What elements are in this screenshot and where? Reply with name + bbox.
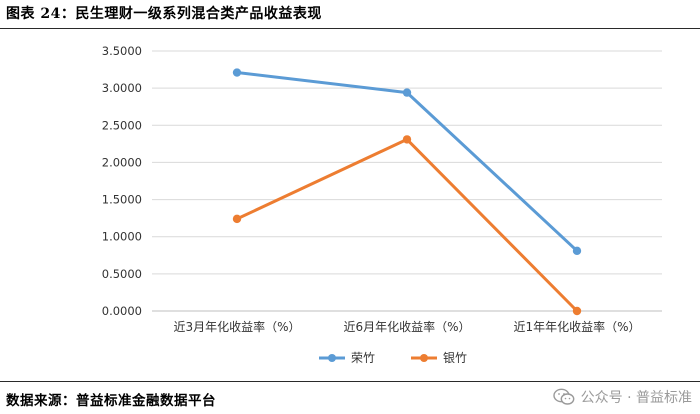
series-line-1: [235, 71, 579, 253]
series-line-2: [235, 137, 579, 313]
legend-swatch-marker: [420, 354, 428, 362]
legend-label: 银竹: [443, 351, 467, 365]
x-axis-categories: 近3月年化收益率（%） 近6月年化收益率（%） 近1年年化收益率（%）: [173, 319, 640, 334]
y-tick-label: 0.0000: [102, 304, 142, 318]
data-point: [402, 88, 412, 97]
y-tick-label: 2.0000: [102, 155, 142, 169]
y-tick-label: 0.5000: [102, 267, 142, 281]
line-chart: 0.0000 0.5000 1.0000 1.5000 2.0000 2.5000 3.00…: [102, 44, 662, 365]
y-tick-label: 1.5000: [102, 193, 142, 207]
data-point: [402, 135, 412, 144]
series-lines: [235, 71, 579, 313]
wechat-icon: [552, 388, 575, 405]
data-point: [572, 246, 582, 256]
y-axis-ticks: 0.0000 0.5000 1.0000 1.5000 2.0000 2.5000 3.00…: [102, 44, 142, 318]
watermark-text: 公众号 · 普益标准: [580, 390, 692, 406]
data-point: [232, 214, 242, 224]
figure-title: 图表 24：民生理财一级系列混合类产品收益表现: [6, 6, 322, 22]
gridlines: [152, 50, 662, 312]
series-points: [232, 68, 582, 316]
y-tick-label: 1.0000: [102, 230, 142, 244]
data-point: [232, 68, 242, 77]
legend: 荣竹 银竹: [319, 351, 467, 365]
legend-swatch-marker: [328, 354, 336, 362]
data-point: [572, 306, 582, 316]
x-category-label: 近1年年化收益率（%）: [513, 319, 640, 334]
watermark: 公众号 · 普益标准: [552, 387, 692, 407]
data-source: 数据来源：普益标准金融数据平台: [6, 393, 216, 409]
x-category-label: 近3月年化收益率（%）: [173, 319, 300, 334]
figure-title-bar: 图表 24：民生理财一级系列混合类产品收益表现: [0, 0, 700, 29]
legend-label: 荣竹: [351, 351, 375, 365]
y-tick-label: 3.0000: [102, 81, 142, 95]
figure-footer: 数据来源：普益标准金融数据平台 公众号 · 普益标准: [0, 381, 700, 414]
y-tick-label: 3.5000: [102, 44, 142, 58]
x-category-label: 近6月年化收益率（%）: [343, 319, 470, 334]
y-tick-label: 2.5000: [102, 118, 142, 132]
